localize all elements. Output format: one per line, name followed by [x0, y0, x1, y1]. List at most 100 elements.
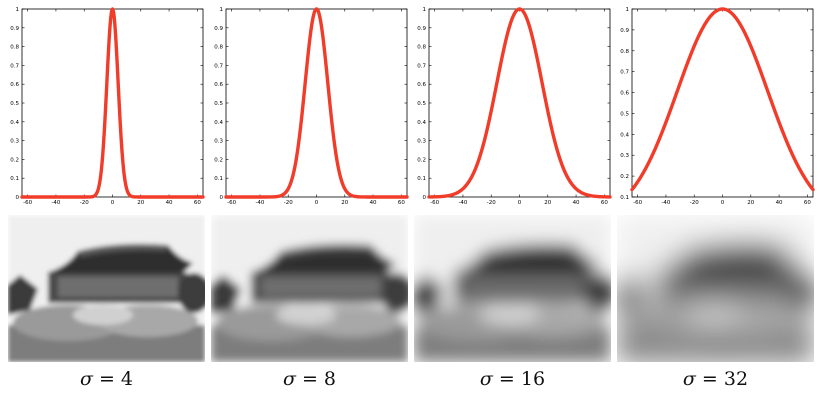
y-tick-label: 0.9	[620, 28, 629, 34]
y-tick-label: 0	[220, 195, 224, 201]
y-tick-label: 0.9	[214, 26, 223, 32]
plot-svg: -60 -40 -20 0 20 40 60 0.1 0.2 0.3 0.4 0.5 0.6 0.7 0.8…	[620, 7, 815, 206]
caption-symbol: σ	[79, 368, 93, 390]
photo-svg	[211, 215, 408, 362]
photo-svg	[617, 215, 814, 362]
light-rocks	[682, 305, 742, 325]
y-tick-label: 0.4	[214, 120, 223, 126]
plot-frame	[428, 8, 611, 198]
plot-svg: -60 -40 -20 0 20 40 60 0 0.1 0.2 0.3 0.4 0.5 0.6 0.7 0.…	[10, 7, 205, 206]
y-tick-label: 0.3	[214, 139, 223, 145]
x-tick-label: 0	[111, 200, 115, 206]
y-tick-label: 0.6	[10, 82, 19, 88]
roof-ridge	[484, 243, 574, 257]
shrub-right	[584, 273, 611, 313]
gaussian-curve	[224, 7, 409, 199]
x-tick-label: -20	[487, 200, 496, 206]
shrub-right	[178, 273, 205, 313]
building-columns	[58, 277, 178, 297]
x-tick-label: 20	[137, 200, 144, 206]
y-tick-label: 0.6	[214, 82, 223, 88]
x-tick-label: 60	[194, 200, 201, 206]
light-rocks	[479, 305, 539, 325]
caption-sigma-8: σ = 8	[211, 368, 408, 390]
y-tick-label: 0.8	[620, 49, 629, 55]
x-tick-label: -60	[633, 200, 642, 206]
x-tick-label: 20	[747, 200, 754, 206]
y-tick-label: 0	[423, 195, 427, 201]
tree-left	[8, 275, 38, 315]
y-tick-label: 0.7	[214, 63, 223, 69]
pavilion-scene	[414, 215, 611, 362]
y-tick-label: 0.8	[417, 45, 426, 51]
y-tick-label: 0.3	[620, 153, 629, 159]
y-tick-label: 0.8	[10, 45, 19, 51]
pavilion-scene	[211, 215, 408, 362]
caption-value: = 32	[695, 368, 749, 390]
photo-svg	[414, 215, 611, 362]
y-tick-label: 0.2	[214, 157, 223, 163]
y-tick-label: 0.1	[214, 176, 223, 182]
y-tick-label: 0.2	[10, 157, 19, 163]
y-tick-label: 0.6	[620, 91, 629, 97]
x-tick-label: 20	[544, 200, 551, 206]
blurred-photo-sigma-32	[617, 215, 814, 362]
caption-value: = 4	[92, 368, 134, 390]
building-columns	[464, 277, 584, 297]
caption-sigma-4: σ = 4	[8, 368, 205, 390]
y-tick-label: 0.7	[10, 63, 19, 69]
y-tick-label: 1	[16, 7, 20, 13]
y-tick-label: 0.3	[10, 139, 19, 145]
x-tick-label: 60	[398, 200, 405, 206]
y-tick-label: 0.3	[417, 139, 426, 145]
x-tick-label: -20	[80, 200, 89, 206]
y-tick-label: 0.1	[620, 195, 629, 201]
plot-panel-sigma-8: -60 -40 -20 0 20 40 60 0 0.1 0.2 0.3 0.4 0.5 0.6 0.7 0.…	[209, 5, 411, 206]
blurred-photo-sigma-16	[414, 215, 611, 362]
photo-svg	[8, 215, 205, 362]
caption-value: = 16	[492, 368, 546, 390]
y-tick-label: 0.1	[10, 176, 19, 182]
light-rocks	[276, 305, 336, 325]
plot-frame	[21, 8, 204, 198]
gaussian-curve	[427, 7, 612, 199]
y-tick-label: 0.4	[417, 120, 426, 126]
plot-frame	[631, 8, 814, 198]
x-tick-label: -60	[227, 200, 236, 206]
caption-symbol: σ	[479, 368, 493, 390]
y-tick-label: 0.8	[214, 45, 223, 51]
y-tick-label: 0.4	[10, 120, 19, 126]
roof-ridge	[687, 243, 777, 257]
plot-frame	[225, 8, 408, 198]
x-tick-label: -20	[284, 200, 293, 206]
x-tick-label: -40	[661, 200, 670, 206]
plot-svg: -60 -40 -20 0 20 40 60 0 0.1 0.2 0.3 0.4 0.5 0.6 0.7 0.…	[417, 7, 612, 206]
tree-left	[617, 275, 647, 315]
x-tick-label: -60	[430, 200, 439, 206]
tree-left	[211, 275, 241, 315]
x-tick-label: 0	[721, 200, 725, 206]
caption-symbol: σ	[682, 368, 696, 390]
x-tick-label: -40	[255, 200, 264, 206]
y-tick-label: 0.4	[620, 132, 629, 138]
y-tick-label: 0.5	[10, 101, 19, 107]
pavilion-scene	[617, 215, 814, 362]
plot-panel-sigma-4: -60 -40 -20 0 20 40 60 0 0.1 0.2 0.3 0.4 0.5 0.6 0.7 0.…	[5, 5, 207, 206]
pavilion-scene	[8, 215, 205, 362]
caption-sigma-32: σ = 32	[617, 368, 814, 390]
blurred-photo-sigma-8	[211, 215, 408, 362]
x-tick-label: 0	[315, 200, 319, 206]
caption-value: = 8	[295, 368, 337, 390]
building-columns	[667, 277, 787, 297]
x-tick-label: 40	[573, 200, 580, 206]
plot-panel-sigma-32: -60 -40 -20 0 20 40 60 0.1 0.2 0.3 0.4 0.5 0.6 0.7 0.8…	[615, 5, 817, 206]
light-rocks	[73, 305, 133, 325]
tree-left	[414, 275, 444, 315]
caption-symbol: σ	[282, 368, 296, 390]
x-tick-label: 0	[518, 200, 522, 206]
y-tick-label: 0.5	[620, 111, 629, 117]
gaussian-curve	[630, 7, 815, 192]
x-tick-label: -60	[23, 200, 32, 206]
y-tick-label: 0.7	[417, 63, 426, 69]
